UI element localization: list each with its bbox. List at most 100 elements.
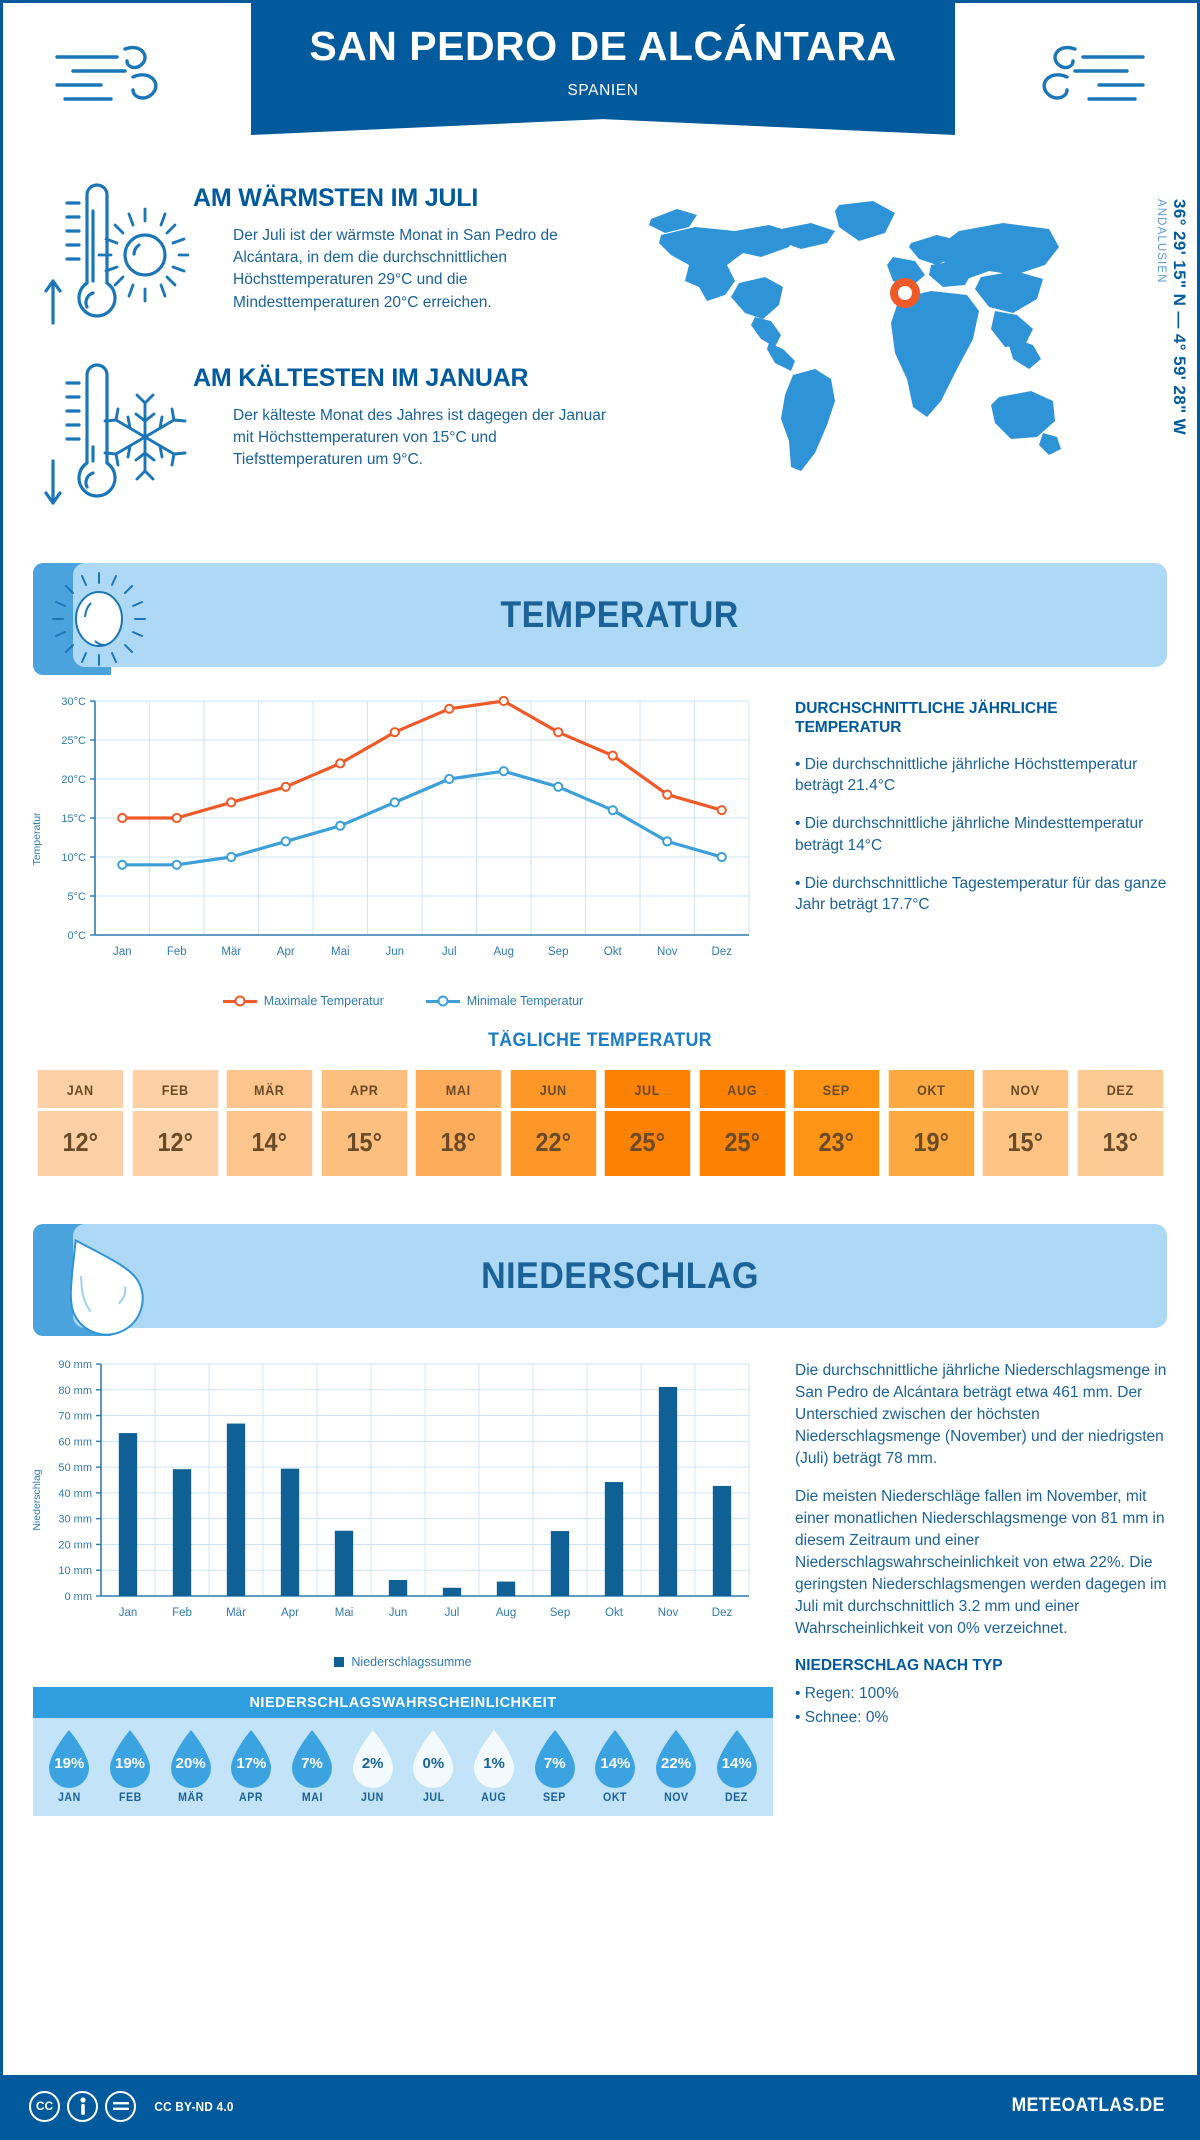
daily-month-header: DEZ (1077, 1070, 1163, 1111)
probability-column: 19% FEB (100, 1728, 161, 1804)
page-title: SAN PEDRO DE ALCÁNTARA (309, 23, 897, 69)
daily-temperature-table: JAN FEB MÄR APR MAI JUN JUL AUG SEP OKT NOV DEZ 12°… (33, 1070, 1167, 1176)
svg-text:Jan: Jan (113, 946, 132, 958)
raindrop-gauge: 22% (650, 1728, 702, 1790)
extremes-column: AM WÄRMSTEN IM JULI Der Juli ist der wär… (3, 177, 623, 537)
svg-text:Nov: Nov (658, 1607, 679, 1619)
precipitation-banner: NIEDERSCHLAG (33, 1218, 1167, 1336)
svg-text:Okt: Okt (605, 1607, 624, 1619)
coldest-icons (39, 357, 189, 517)
raindrop-shape-icon (170, 1730, 211, 1788)
svg-text:30 mm: 30 mm (58, 1514, 92, 1526)
legend-marker-min (425, 999, 460, 1003)
svg-text:Sep: Sep (548, 946, 568, 958)
cc-icon: CC (29, 2090, 60, 2122)
raindrop-gauge: 7% (286, 1728, 338, 1790)
svg-text:Nov: Nov (657, 946, 678, 958)
probability-value: 22% (661, 1754, 692, 1772)
coldest-text: AM KÄLTESTEN IM JANUAR Der kälteste Mona… (193, 357, 623, 517)
probability-column: 14% OKT (585, 1728, 646, 1804)
license-label: CC BY-ND 4.0 (154, 2098, 234, 2114)
probability-month-label: SEP (543, 1792, 567, 1804)
probability-column: 0% JUL (403, 1728, 464, 1804)
precipitation-legend: Niederschlagssumme (33, 1655, 773, 1669)
legend-label-min: Minimale Temperatur (466, 994, 584, 1008)
region-label: ANDALUSIEN (1155, 199, 1167, 284)
temperature-line-chart: 0°C 5°C 10°C 15°C 20°C 25°C 30°C Jan Feb Mär Apr Ma… (61, 695, 750, 958)
legend-item-sum: Niederschlagssumme (334, 1655, 472, 1669)
daily-table-value-row: 12° 12° 14° 15° 18° 22° 25° 25° 23° 19° 15° 13° (33, 1111, 1167, 1176)
svg-text:90 mm: 90 mm (58, 1359, 92, 1371)
probability-value: 7% (543, 1754, 566, 1772)
svg-text:Dez: Dez (712, 946, 733, 958)
svg-text:50 mm: 50 mm (58, 1462, 92, 1474)
probability-month-label: MÄR (177, 1792, 204, 1804)
probability-column: 1% AUG (464, 1728, 525, 1804)
daily-temp-value: 23° (793, 1111, 879, 1176)
raindrop-shape-icon (352, 1730, 393, 1788)
svg-text:5°C: 5°C (68, 891, 87, 903)
precipitation-probability-title: NIEDERSCHLAGSWAHRSCHEINLICHKEIT (33, 1687, 773, 1718)
probability-column: 17% APR (221, 1728, 282, 1804)
svg-text:Jun: Jun (385, 946, 404, 958)
precipitation-paragraph-1: Die durchschnittliche jährliche Niedersc… (795, 1362, 1167, 1467)
daily-temp-value: 15° (321, 1111, 407, 1176)
svg-text:Okt: Okt (604, 946, 623, 958)
svg-text:10°C: 10°C (61, 852, 86, 864)
precipitation-chart-row: Niederschlag 0 mm 10 mm 20 mm 30 mm 40 mm 50 … (3, 1336, 1197, 1816)
daily-temp-value: 14° (226, 1111, 312, 1176)
svg-text:Dez: Dez (712, 1607, 733, 1619)
svg-text:0°C: 0°C (68, 930, 87, 942)
raindrop-shape-icon (413, 1730, 454, 1788)
raindrop-gauge: 14% (711, 1728, 763, 1790)
page-header: SAN PEDRO DE ALCÁNTARA SPANIEN (3, 3, 1197, 163)
probability-month-label: APR (239, 1792, 264, 1804)
legend-item-max: Maximale Temperatur (222, 994, 384, 1008)
precipitation-banner-title: NIEDERSCHLAG (481, 1255, 759, 1296)
svg-text:70 mm: 70 mm (58, 1411, 92, 1423)
svg-text:Apr: Apr (281, 1607, 299, 1619)
precipitation-probability-row: 19% JAN 19% FEB 20% MÄR 17% APR 7% MAI 2% JUN 0% JUL 1… (33, 1718, 773, 1816)
title-banner: SAN PEDRO DE ALCÁNTARA SPANIEN (251, 3, 955, 135)
warmest-heading: AM WÄRMSTEN IM JULI (193, 184, 479, 212)
legend-label-sum: Niederschlagssumme (351, 1655, 472, 1669)
svg-text:Mär: Mär (226, 1607, 246, 1619)
banner-body-precipitation: NIEDERSCHLAG (73, 1224, 1167, 1328)
raindrop-gauge: 20% (165, 1728, 217, 1790)
temperature-side-heading: DURCHSCHNITTLICHE JÄHRLICHE TEMPERATUR (795, 700, 1058, 737)
sun-icon (51, 571, 147, 672)
warmest-icons (39, 177, 193, 337)
svg-text:10 mm: 10 mm (58, 1565, 92, 1577)
svg-text:30°C: 30°C (61, 696, 86, 708)
precipitation-paragraph-2: Die meisten Niederschläge fallen im Nove… (795, 1488, 1167, 1637)
daily-temp-value: 18° (415, 1111, 501, 1176)
extremes-and-map: AM WÄRMSTEN IM JULI Der Juli ist der wär… (3, 163, 1197, 557)
svg-text:20°C: 20°C (61, 774, 86, 786)
precipitation-type-heading: NIEDERSCHLAG NACH TYP (795, 1657, 1003, 1674)
probability-column: 14% DEZ (706, 1728, 767, 1804)
probability-column: 7% MAI (282, 1728, 343, 1804)
probability-value: 19% (54, 1754, 85, 1772)
daily-month-header: JAN (37, 1070, 123, 1111)
legend-marker-max (222, 999, 257, 1003)
temperature-side-info: DURCHSCHNITTLICHE JÄHRLICHE TEMPERATUR •… (773, 691, 1167, 1008)
probability-column: 2% JUN (342, 1728, 403, 1804)
wind-icon-right (1031, 27, 1161, 122)
svg-text:80 mm: 80 mm (58, 1385, 92, 1397)
no-derivatives-icon (105, 2090, 136, 2122)
precipitation-type-rain: • Regen: 100% (795, 1685, 899, 1703)
temperature-legend: Maximale Temperatur Minimale Temperatur (33, 994, 773, 1008)
coldest-body: Der kälteste Monat des Jahres ist dagege… (233, 406, 607, 469)
brand-label: METEOATLAS.DE (1011, 2095, 1165, 2116)
daily-month-header: FEB (132, 1070, 218, 1111)
raindrop-shape-icon (595, 1730, 636, 1788)
legend-label-max: Maximale Temperatur (263, 994, 384, 1008)
probability-column: 7% SEP (524, 1728, 585, 1804)
temperature-bullet-2: • Die durchschnittliche jährliche Mindes… (795, 815, 1144, 854)
raindrop-gauge: 19% (43, 1728, 95, 1790)
map-column: 36° 29' 15" N — 4° 59' 28" W ANDALUSIEN (623, 177, 1197, 537)
daily-temp-value: 19° (888, 1111, 974, 1176)
warmest-text: AM WÄRMSTEN IM JULI Der Juli ist der wär… (193, 177, 623, 337)
probability-month-label: FEB (118, 1792, 142, 1804)
svg-text:15°C: 15°C (61, 813, 86, 825)
